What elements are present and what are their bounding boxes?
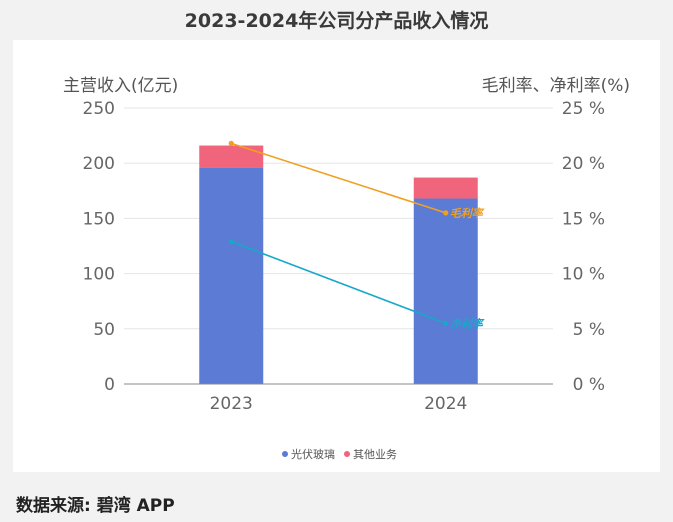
line-label: 毛利率 [450,207,485,220]
bars [199,145,478,384]
line-point [443,320,449,326]
y-right-tick-label: 10 % [562,265,605,285]
legend-label: 光伏玻璃 [291,447,335,461]
grid-lines [124,107,553,330]
line-point [228,140,234,146]
y-left-tick-label: 50 [93,320,115,340]
y-left-tick-label: 150 [83,209,115,229]
legend: 光伏玻璃 其他业务 [282,447,397,461]
bar-光伏玻璃 [413,198,478,384]
legend-label: 其他业务 [353,448,397,461]
line-毛利率 [231,142,446,214]
legend-marker [344,451,350,457]
y-right-tick-label: 0 % [573,375,605,395]
y-right-tick-label: 15 % [562,209,605,229]
line-净利率 [230,240,447,325]
legend-marker [282,451,288,457]
x-tick-label: 2023 [210,394,253,414]
y-left-tick-label: 200 [83,154,115,174]
bar-其他业务 [199,145,264,168]
y-left-tick-label: 100 [83,265,115,285]
axes: 0 0 % 50 5 % 100 10 % 150 15 % 200 20 % 250 25 % 202… [83,99,605,414]
y-right-tick-label: 5 % [573,320,605,340]
line-point [443,210,449,216]
y-left-tick-label: 0 [104,375,115,395]
y-right-tick-label: 25 % [562,99,605,119]
chart-panel: 毛利率净利率 0 0 % 50 5 % 100 10 % 150 15 % 200 20 % 250… [13,40,660,472]
y-right-tick-label: 20 % [562,154,605,174]
chart-title: 2023-2024年公司分产品收入情况 [184,10,489,32]
y-left-tick-label: 250 [83,99,115,119]
line-label: 净利率 [450,317,485,330]
line-point [228,238,234,245]
y-axis-left-title: 主营收入(亿元) [63,76,178,96]
bar-其他业务 [413,177,478,199]
bar-光伏玻璃 [199,167,264,384]
data-source: 数据来源: 碧湾 APP [16,496,175,516]
y-axis-right-title: 毛利率、净利率(%) [482,76,630,96]
x-tick-label: 2024 [424,394,467,414]
